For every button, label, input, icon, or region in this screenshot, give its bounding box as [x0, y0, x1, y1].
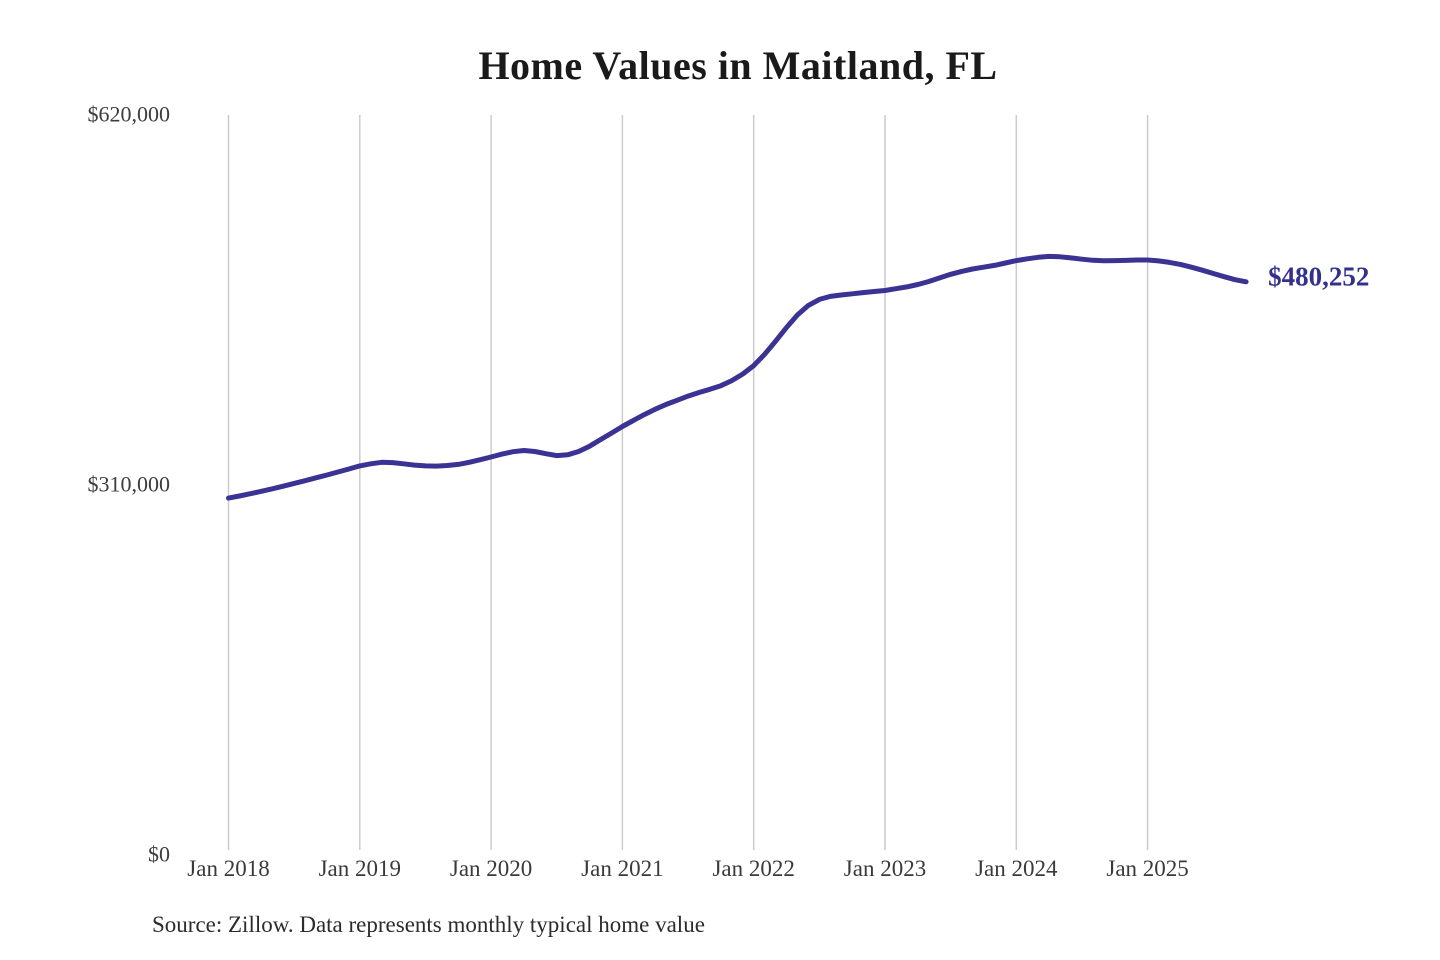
source-note: Source: Zillow. Data represents monthly …	[152, 912, 705, 937]
x-tick-label: Jan 2025	[1106, 856, 1189, 881]
x-tick-label: Jan 2024	[975, 856, 1058, 881]
x-tick-label: Jan 2022	[712, 856, 795, 881]
x-tick-label: Jan 2018	[187, 856, 270, 881]
y-tick-label: $0	[148, 841, 170, 867]
vertical-gridlines	[227, 115, 1149, 850]
x-tick-label: Jan 2019	[318, 856, 401, 881]
x-tick-label: Jan 2020	[449, 856, 533, 881]
x-tick-label: Jan 2023	[843, 856, 927, 881]
home-value-series-line	[226, 253, 1249, 501]
latest-value-annotation: $480,252	[1268, 261, 1370, 292]
y-tick-label: $620,000	[87, 101, 171, 127]
y-tick-label: $310,000	[87, 471, 171, 497]
x-tick-label: Jan 2021	[581, 856, 664, 881]
chart-title: Home Values in Maitland, FL	[478, 43, 998, 88]
